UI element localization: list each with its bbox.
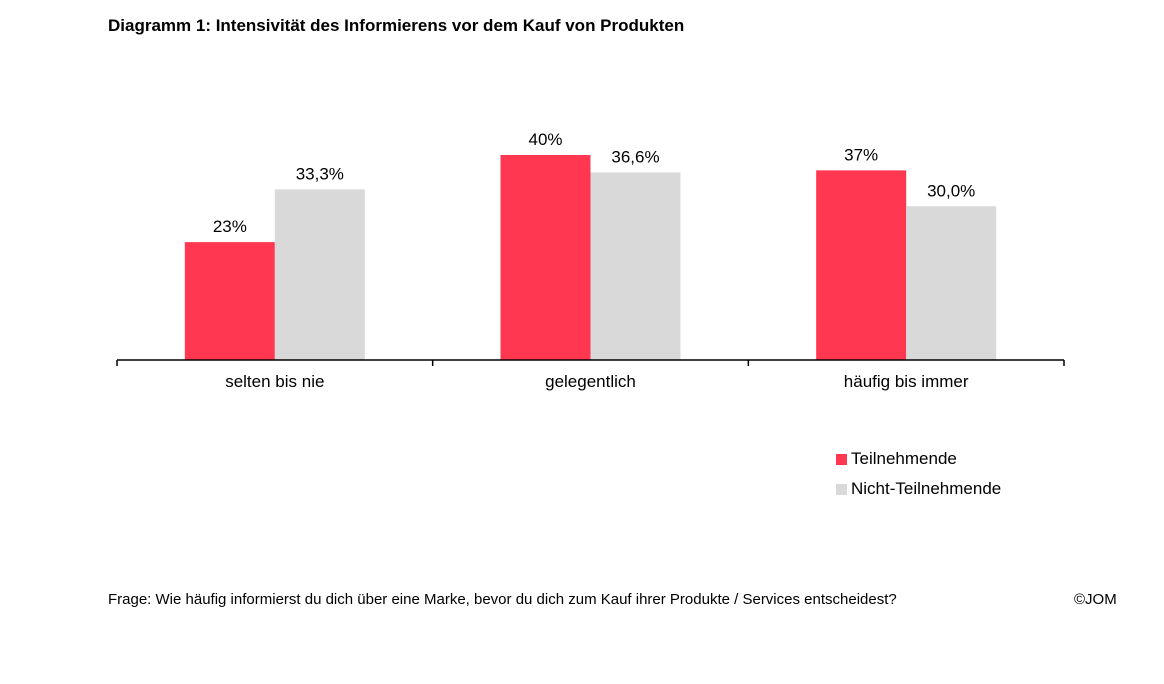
bar-teilnehmende-1 — [500, 155, 591, 360]
chart-title: Diagramm 1: Intensivität des Informieren… — [108, 16, 685, 35]
legend-item-teilnehmende: Teilnehmende — [836, 444, 1001, 474]
bar-nicht-teilnehmende-1 — [590, 172, 681, 360]
legend-item-nicht-teilnehmende: Nicht-Teilnehmende — [836, 474, 1001, 504]
data-label: 23% — [213, 217, 247, 236]
question-footnote: Frage: Wie häufig informierst du dich üb… — [108, 591, 897, 608]
legend: Teilnehmende Nicht-Teilnehmende — [836, 444, 1001, 504]
data-label: 37% — [844, 145, 878, 164]
legend-label-nicht-teilnehmende: Nicht-Teilnehmende — [851, 479, 1002, 498]
data-label: 30,0% — [927, 181, 975, 200]
data-label: 33,3% — [296, 164, 344, 183]
legend-swatch-nicht-teilnehmende — [836, 483, 847, 495]
copyright-notice: ©JOM — [1074, 591, 1117, 608]
bar-teilnehmende-2 — [816, 170, 907, 360]
legend-label-teilnehmende: Teilnehmende — [851, 449, 957, 468]
x-tick-label: gelegentlich — [545, 372, 636, 391]
data-label: 36,6% — [611, 147, 659, 166]
bar-teilnehmende-0 — [184, 242, 275, 360]
data-label: 40% — [528, 130, 562, 149]
x-tick-label: häufig bis immer — [844, 372, 969, 391]
bar-nicht-teilnehmende-2 — [906, 206, 997, 360]
legend-swatch-teilnehmende — [836, 453, 847, 465]
x-tick-label: selten bis nie — [225, 372, 324, 391]
bar-nicht-teilnehmende-0 — [274, 189, 365, 360]
